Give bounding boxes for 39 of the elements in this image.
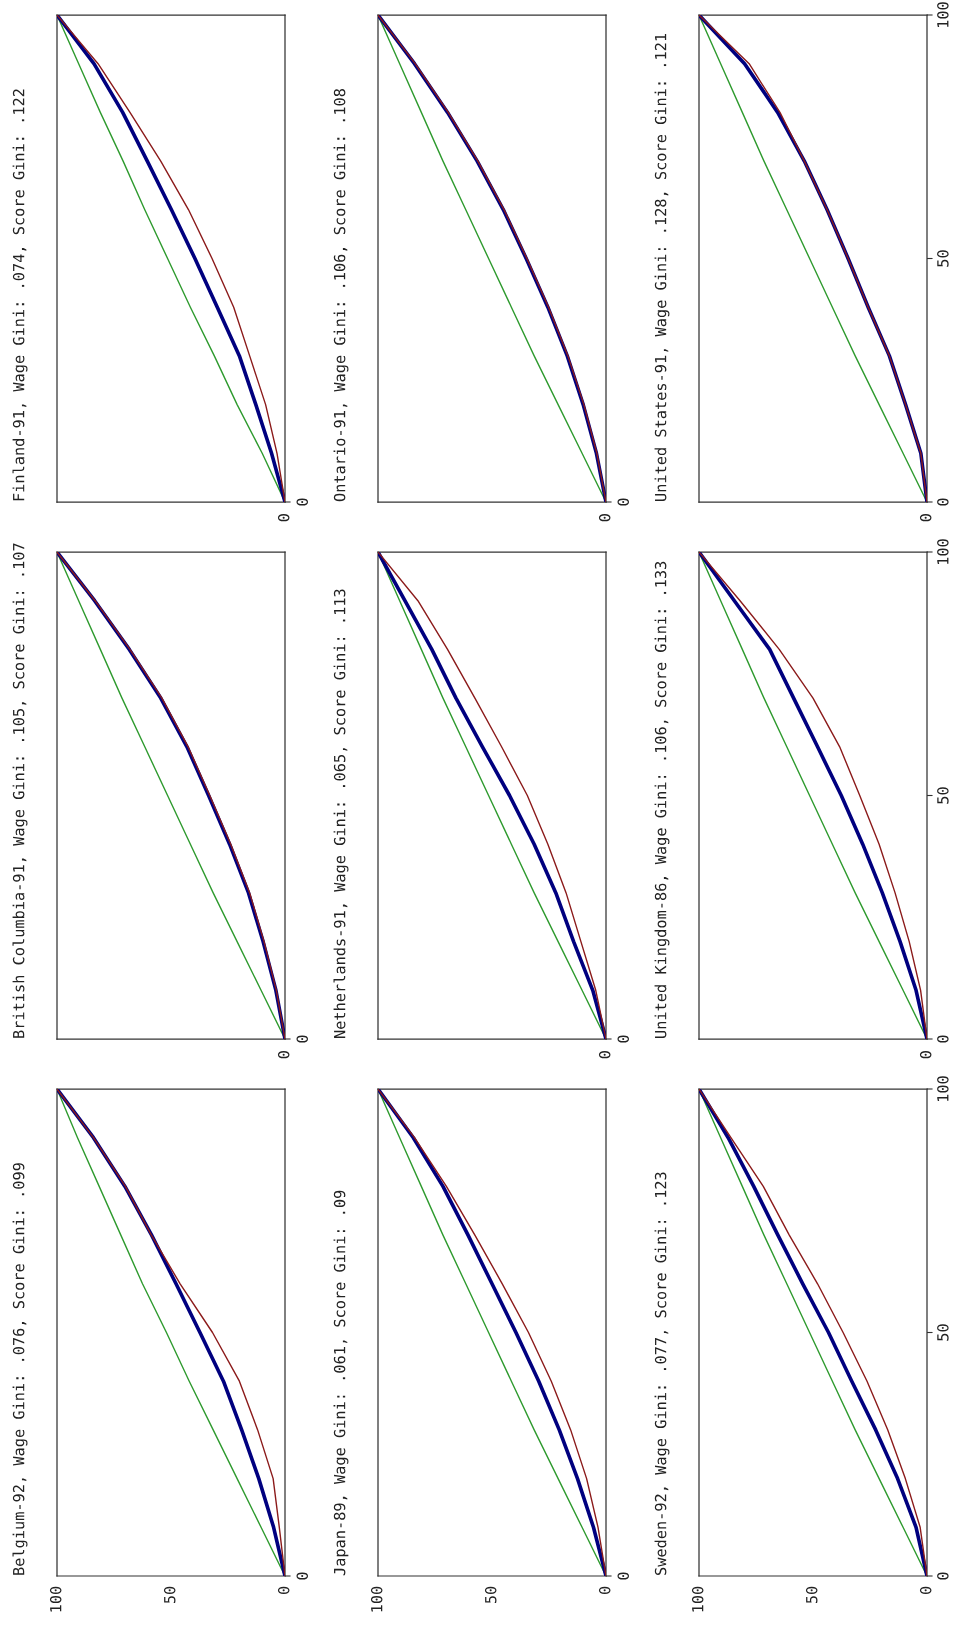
- text: Belgium-92, Wage Gini: .076, Score Gini: .099: [12, 1163, 28, 1575]
- text: Japan-89, Wage Gini: .061, Score Gini: .09: [333, 1190, 349, 1576]
- x-tick-label: 100: [49, 1586, 62, 1612]
- text: 0: [598, 1051, 611, 1059]
- text: 0: [919, 1051, 932, 1059]
- text: 0: [598, 514, 611, 522]
- text: United States-91, Wage Gini: .128, Score Gini: .121: [654, 33, 670, 501]
- text: 0: [296, 1035, 309, 1043]
- text: Ontario-91, Wage Gini: .106, Score Gini: .108: [333, 89, 349, 502]
- x-tick-label: 0: [598, 1586, 611, 1594]
- x-tick-label: 100: [370, 1586, 383, 1612]
- text: 0: [277, 514, 290, 522]
- y-tick-label: 100: [937, 539, 949, 564]
- y-tick-label: 50: [937, 250, 949, 267]
- text: 0: [617, 498, 630, 506]
- text: 0: [296, 498, 309, 506]
- text: British Columbia-91, Wage Gini: .105, Score Gini: .107: [12, 543, 28, 1038]
- y-tick-label: 0: [937, 1035, 949, 1043]
- text: 0: [919, 514, 932, 522]
- text: United Kingdom-86, Wage Gini: .106, Score Gini: .133: [654, 561, 670, 1038]
- text: Finland-91, Wage Gini: .074, Score Gini: .122: [12, 89, 28, 501]
- x-tick-label: 100: [691, 1586, 704, 1612]
- x-tick-label: 50: [163, 1586, 176, 1604]
- x-tick-label: 0: [919, 1586, 932, 1594]
- y-tick-label: 0: [937, 498, 949, 506]
- y-tick-label: 0: [937, 1572, 949, 1580]
- x-tick-label: 0: [277, 1586, 290, 1594]
- x-tick-label: 50: [805, 1586, 818, 1604]
- text: 0: [617, 1572, 630, 1580]
- text: 0: [296, 1572, 309, 1580]
- text: Netherlands-91, Wage Gini: .065, Score Gini: .113: [333, 589, 349, 1038]
- y-tick-label: 50: [937, 787, 949, 804]
- text: Sweden-92, Wage Gini: .077, Score Gini: .123: [654, 1172, 670, 1575]
- x-tick-label: 50: [484, 1586, 497, 1604]
- y-tick-label: 100: [937, 1076, 949, 1101]
- y-tick-label: 50: [937, 1324, 949, 1341]
- text: 0: [617, 1035, 630, 1043]
- text: 0: [277, 1051, 290, 1059]
- y-tick-label: 100: [937, 2, 949, 27]
